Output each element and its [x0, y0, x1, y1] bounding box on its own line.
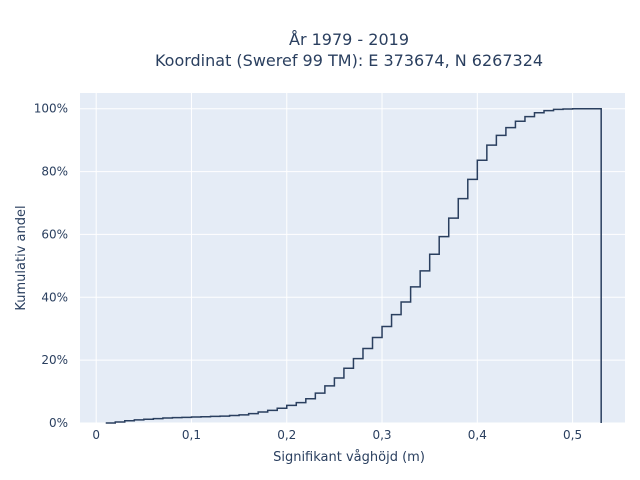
- series-layer: [105, 107, 602, 424]
- x-tick-label: 0,3: [372, 428, 391, 442]
- x-tick-label: 0,1: [182, 428, 201, 442]
- y-axis-title: Kumulativ andel: [14, 205, 29, 310]
- cdf-step-line: [105, 107, 602, 424]
- y-tick-label: 100%: [34, 102, 68, 116]
- grid-lines: [80, 93, 625, 424]
- x-tick-label: 0,4: [468, 428, 487, 442]
- chart-title-line-1: År 1979 - 2019: [289, 30, 409, 49]
- x-tick-label: 0: [92, 428, 100, 442]
- tick-labels: 0 0,1 0,2 0,3 0,4 0,5 0% 20% 40% 60% 80% 100%: [34, 102, 582, 442]
- x-axis-title: Signifikant våghöjd (m): [273, 450, 425, 465]
- x-tick-label: 0,2: [277, 428, 296, 442]
- x-tick-label: 0,5: [563, 428, 582, 442]
- y-tick-label: 80%: [41, 165, 68, 179]
- y-tick-label: 60%: [41, 227, 68, 241]
- chart-title-line-2: Koordinat (Sweref 99 TM): E 373674, N 62…: [155, 51, 543, 70]
- y-tick-label: 20%: [41, 353, 68, 367]
- y-tick-label: 0%: [49, 416, 68, 430]
- y-tick-label: 40%: [41, 290, 68, 304]
- plot-background: [80, 93, 625, 423]
